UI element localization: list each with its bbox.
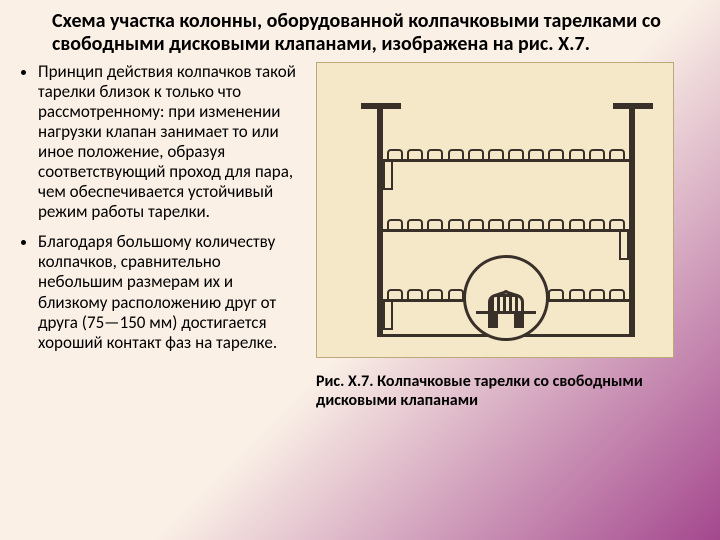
bubble-cap-icon xyxy=(468,149,484,159)
text-column: Принцип действия колпачков такой тарелки… xyxy=(18,62,306,410)
caps-row xyxy=(387,145,625,159)
bubble-cap-icon xyxy=(508,149,524,159)
bubble-cap-icon xyxy=(548,219,564,229)
cap-support-icon xyxy=(514,312,524,328)
bubble-cap-icon xyxy=(528,149,544,159)
bubble-cap-icon xyxy=(387,289,403,299)
bubble-cap-icon xyxy=(569,219,585,229)
bubble-cap-icon xyxy=(609,219,625,229)
cap-icon xyxy=(488,294,524,311)
bubble-cap-icon xyxy=(589,289,605,299)
bubble-cap-icon xyxy=(609,149,625,159)
bubble-cap-icon xyxy=(548,289,564,299)
bubble-cap-icon xyxy=(528,219,544,229)
column-wall xyxy=(629,109,635,337)
bubble-cap-icon xyxy=(427,219,443,229)
bubble-cap-icon xyxy=(407,149,423,159)
tray-plate-icon xyxy=(476,311,536,314)
slide: Схема участка колонны, оборудованной кол… xyxy=(0,0,720,540)
figure-diagram xyxy=(316,62,674,358)
bullet-list: Принцип действия колпачков такой тарелки… xyxy=(18,62,306,353)
bubble-cap-icon xyxy=(427,289,443,299)
figure-caption: Рис. Х.7. Колпачковые тарелки со свободн… xyxy=(316,372,668,410)
bubble-cap-icon xyxy=(407,219,423,229)
downcomer-icon xyxy=(619,232,629,260)
bullet-item: Благодаря большому количеству колпачков,… xyxy=(38,232,306,352)
bubble-cap-icon xyxy=(548,149,564,159)
bubble-cap-icon xyxy=(488,149,504,159)
slide-title: Схема участка колонны, оборудованной кол… xyxy=(52,10,702,56)
bubble-cap-icon xyxy=(609,289,625,299)
bubble-cap-icon xyxy=(508,219,524,229)
downcomer-icon xyxy=(383,302,393,330)
downcomer-icon xyxy=(383,162,393,190)
bubble-cap-icon xyxy=(387,219,403,229)
bubble-cap-icon xyxy=(448,219,464,229)
bubble-cap-icon xyxy=(448,149,464,159)
bubble-cap-icon xyxy=(427,149,443,159)
bubble-cap-icon xyxy=(569,289,585,299)
bullet-item: Принцип действия колпачков такой тарелки… xyxy=(38,62,306,222)
detail-magnifier xyxy=(463,255,549,341)
figure-column: Рис. Х.7. Колпачковые тарелки со свободн… xyxy=(316,62,674,410)
bubble-cap-icon xyxy=(488,219,504,229)
bubble-cap-icon xyxy=(569,149,585,159)
bubble-cap-icon xyxy=(387,149,403,159)
bubble-cap-icon xyxy=(468,219,484,229)
bubble-cap-icon xyxy=(589,219,605,229)
cap-support-icon xyxy=(488,312,498,328)
caps-row xyxy=(387,215,625,229)
bubble-cap-icon xyxy=(589,149,605,159)
body-columns: Принцип действия колпачков такой тарелки… xyxy=(18,62,702,410)
bubble-cap-icon xyxy=(407,289,423,299)
bubble-cap-icon xyxy=(448,289,464,299)
